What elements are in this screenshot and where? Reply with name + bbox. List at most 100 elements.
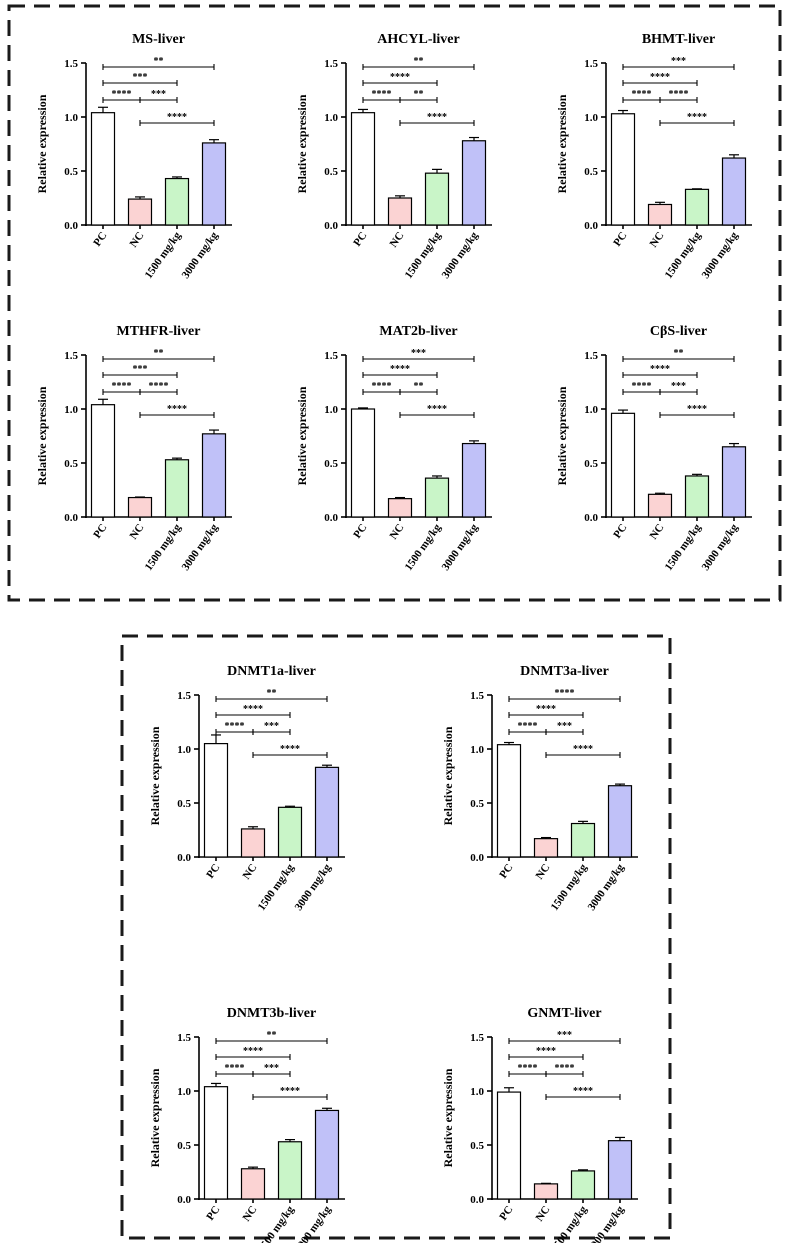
bar-pc bbox=[610, 412, 636, 518]
x-tick-label: NC bbox=[128, 522, 147, 542]
significance-label: **** bbox=[650, 364, 670, 375]
x-tick-label: PC bbox=[204, 862, 222, 881]
significance-bracket: ** bbox=[399, 89, 438, 103]
chart-dnmt3b-liver: DNMT3b-liver Relative expression 0.0 0.5 1.0… bbox=[148, 1006, 345, 1243]
significance-bracket: **** bbox=[362, 381, 401, 395]
bar-1500-mg-kg bbox=[684, 475, 710, 518]
chart-title: DNMT1a-liver bbox=[227, 664, 316, 679]
chart-title: MS-liver bbox=[132, 32, 185, 47]
significance-bracket: **** bbox=[622, 89, 661, 103]
significance-label: **** bbox=[573, 1086, 593, 1097]
bar-pc bbox=[90, 404, 116, 518]
y-tick-label: 1.0 bbox=[64, 112, 78, 124]
x-tick-label: 3000 mg/kg bbox=[440, 521, 481, 573]
bar-1500-mg-kg bbox=[164, 459, 190, 518]
y-tick-label: 0.5 bbox=[584, 166, 598, 178]
y-axis-label: Relative expression bbox=[441, 726, 455, 825]
chart-dnmt1a-liver: DNMT1a-liver Relative expression 0.0 0.5 1.0… bbox=[148, 664, 345, 913]
chart-title: MTHFR-liver bbox=[117, 324, 201, 339]
significance-label: **** bbox=[167, 404, 187, 415]
significance-bracket: **** bbox=[622, 364, 698, 378]
significance-bracket: **** bbox=[139, 381, 178, 395]
y-axis-label: Relative expression bbox=[295, 386, 309, 485]
x-tick-label: 1500 mg/kg bbox=[143, 229, 184, 281]
significance-label: **** bbox=[225, 721, 245, 732]
significance-label: **** bbox=[280, 1086, 300, 1097]
x-tick-label: NC bbox=[534, 1204, 553, 1224]
x-tick-label: 1500 mg/kg bbox=[663, 521, 704, 573]
significance-label: ** bbox=[154, 348, 164, 359]
x-tick-label: 3000 mg/kg bbox=[293, 1203, 334, 1243]
significance-bracket: ** bbox=[399, 381, 438, 395]
significance-label: **** bbox=[167, 112, 187, 123]
chart-title: MAT2b-liver bbox=[379, 324, 457, 339]
significance-bracket: **** bbox=[362, 72, 438, 86]
significance-bracket: **** bbox=[215, 1046, 291, 1060]
chart-c-s-liver: CβS-liver Relative expression 0.0 0.5 1.0 1.5… bbox=[555, 324, 752, 573]
chart-title: GNMT-liver bbox=[527, 1006, 601, 1021]
significance-label: **** bbox=[518, 1063, 538, 1074]
bar-nc bbox=[240, 1168, 266, 1200]
y-tick-label: 0.5 bbox=[177, 1140, 191, 1152]
bar-nc bbox=[533, 1183, 559, 1200]
significance-bracket: **** bbox=[508, 721, 547, 735]
chart-mat2b-liver: MAT2b-liver Relative expression 0.0 0.5 1.0 1… bbox=[295, 324, 492, 573]
significance-label: **** bbox=[518, 721, 538, 732]
significance-bracket: *** bbox=[508, 1030, 621, 1044]
x-tick-label: 3000 mg/kg bbox=[293, 861, 334, 913]
y-axis-label: Relative expression bbox=[148, 1068, 162, 1167]
chart-title: DNMT3b-liver bbox=[227, 1006, 316, 1021]
x-tick-label: NC bbox=[388, 522, 407, 542]
x-tick-label: NC bbox=[388, 230, 407, 250]
significance-label: ** bbox=[267, 1030, 277, 1041]
significance-bracket: ** bbox=[102, 56, 215, 70]
significance-bracket: **** bbox=[508, 1046, 584, 1060]
y-tick-label: 0.0 bbox=[324, 220, 338, 232]
significance-bracket: **** bbox=[215, 1063, 254, 1077]
x-tick-label: 1500 mg/kg bbox=[663, 229, 704, 281]
x-tick-label: 1500 mg/kg bbox=[403, 229, 444, 281]
significance-label: ** bbox=[414, 56, 424, 67]
y-axis-label: Relative expression bbox=[555, 386, 569, 485]
y-tick-label: 0.0 bbox=[177, 852, 191, 864]
bar-nc bbox=[127, 496, 153, 518]
x-tick-label: 3000 mg/kg bbox=[440, 229, 481, 281]
bar-3000-mg-kg bbox=[721, 157, 747, 226]
bar-nc bbox=[127, 198, 153, 226]
y-tick-label: 1.5 bbox=[470, 1032, 484, 1044]
y-tick-label: 0.0 bbox=[177, 1194, 191, 1206]
significance-bracket: **** bbox=[622, 381, 661, 395]
bar-pc bbox=[610, 113, 636, 226]
bar-nc bbox=[647, 493, 673, 518]
significance-label: **** bbox=[669, 89, 689, 100]
significance-label: **** bbox=[149, 381, 169, 392]
y-axis-label: Relative expression bbox=[555, 94, 569, 193]
significance-bracket: **** bbox=[399, 112, 475, 126]
significance-label: **** bbox=[390, 72, 410, 83]
y-tick-label: 0.0 bbox=[64, 512, 78, 524]
chart-gnmt-liver: GNMT-liver Relative expression 0.0 0.5 1.0 1.… bbox=[441, 1006, 638, 1243]
x-tick-label: PC bbox=[351, 230, 369, 249]
bar-pc bbox=[203, 1086, 229, 1200]
x-tick-label: 1500 mg/kg bbox=[256, 861, 297, 913]
significance-label: **** bbox=[427, 112, 447, 123]
bar-nc bbox=[533, 838, 559, 858]
significance-label: *** bbox=[133, 72, 148, 83]
x-tick-label: 1500 mg/kg bbox=[403, 521, 444, 573]
significance-bracket: *** bbox=[622, 56, 735, 70]
bar-nc bbox=[240, 828, 266, 858]
significance-bracket: **** bbox=[545, 744, 621, 758]
bar-pc bbox=[496, 744, 522, 858]
significance-label: **** bbox=[573, 744, 593, 755]
significance-bracket: *** bbox=[102, 72, 178, 86]
chart-ms-liver: MS-liver Relative expression 0.0 0.5 1.0 1.5 P… bbox=[35, 32, 232, 281]
significance-bracket: ** bbox=[622, 348, 735, 362]
y-tick-label: 0.0 bbox=[584, 220, 598, 232]
x-tick-label: PC bbox=[351, 522, 369, 541]
y-tick-label: 1.0 bbox=[324, 404, 338, 416]
bar-pc bbox=[496, 1091, 522, 1200]
significance-bracket: **** bbox=[508, 1063, 547, 1077]
significance-bracket: *** bbox=[659, 381, 698, 395]
y-tick-label: 1.0 bbox=[470, 1086, 484, 1098]
bar-1500-mg-kg bbox=[684, 188, 710, 226]
